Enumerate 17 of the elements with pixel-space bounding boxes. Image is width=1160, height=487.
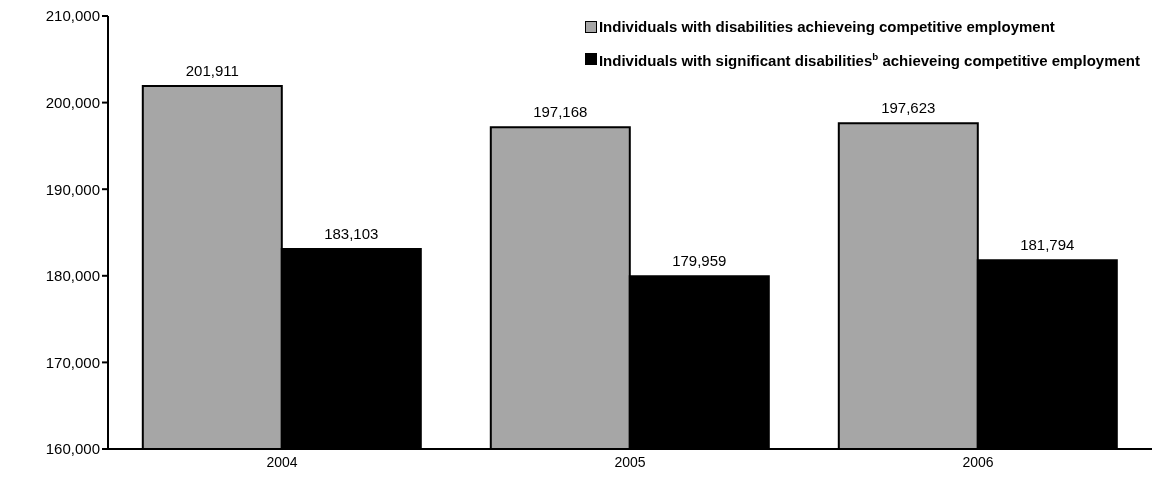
data-label: 181,794 [1020, 236, 1075, 254]
x-tick-label: 2005 [614, 453, 646, 470]
y-tick-label: 210,000 [45, 7, 100, 25]
legend-label: Individuals with disabilities achieveing competitive employment [598, 18, 1055, 35]
data-label: 183,103 [324, 224, 379, 242]
data-label: 197,168 [533, 103, 588, 121]
data-label: 179,959 [672, 252, 727, 270]
x-tick-label: 2006 [962, 453, 994, 470]
y-tick-label: 170,000 [45, 353, 100, 371]
y-tick-label: 160,000 [45, 440, 100, 458]
data-label: 201,911 [185, 62, 239, 80]
legend-label: Individuals with significant disabilities$^{b}$ achieveing competitive employment [598, 51, 1140, 69]
y-tick-label: 180,000 [45, 267, 100, 285]
data-label: 197,623 [881, 99, 936, 117]
x-tick-label: 2004 [266, 453, 298, 470]
y-tick-label: 200,000 [45, 93, 100, 111]
y-tick-label: 190,000 [45, 180, 100, 198]
